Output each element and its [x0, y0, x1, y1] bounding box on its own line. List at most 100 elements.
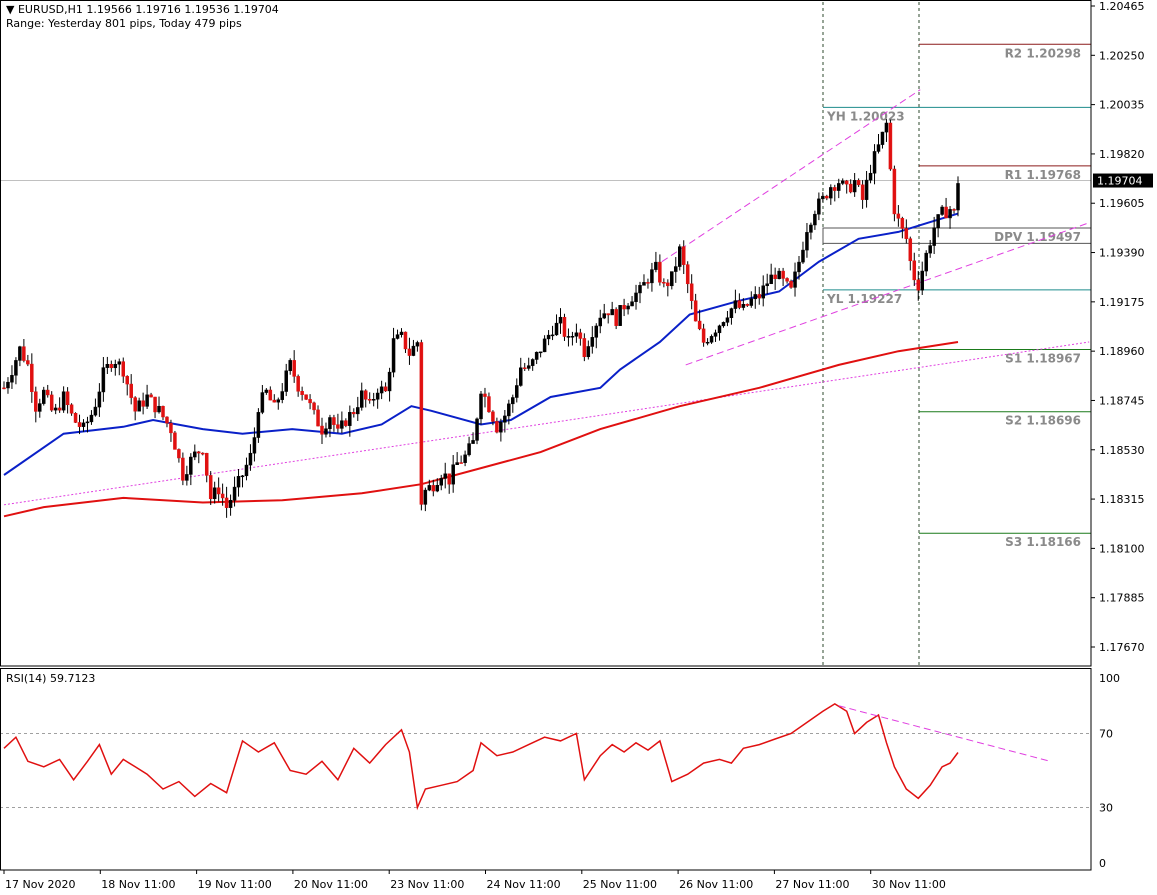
candle-body	[801, 249, 805, 263]
candle-body	[49, 394, 54, 411]
candle-body	[260, 392, 265, 413]
candle-body	[153, 396, 157, 413]
candle-body	[415, 342, 420, 347]
candle-body	[578, 332, 583, 339]
candle-body	[630, 301, 634, 307]
candle-body	[650, 269, 654, 284]
candle-body	[662, 281, 666, 284]
candle-body	[129, 383, 133, 398]
candle-body	[296, 376, 300, 392]
candle-body	[403, 331, 408, 350]
candle-body	[558, 316, 563, 324]
candle-body	[173, 432, 177, 450]
candle-body	[244, 464, 249, 477]
candle-body	[85, 421, 90, 424]
candle-body	[419, 342, 424, 505]
candle-body	[741, 303, 746, 308]
candle-body	[117, 361, 122, 365]
candle-body	[749, 298, 754, 306]
price-tick-label: 1.20465	[1099, 0, 1145, 13]
candle-body	[697, 320, 702, 330]
time-label: 17 Nov 2020	[5, 878, 75, 891]
candle-body	[491, 411, 495, 422]
candle-body	[618, 305, 622, 326]
candle-body	[197, 451, 201, 454]
candle-body	[813, 213, 817, 226]
candle-body	[45, 389, 50, 396]
price-tick-label: 1.19820	[1099, 148, 1145, 161]
rsi-pane[interactable]	[0, 703, 1091, 811]
candle-body	[177, 449, 181, 459]
channel-upper	[661, 89, 921, 263]
candle-body	[240, 475, 245, 478]
candle-body	[399, 331, 404, 335]
candle-body	[765, 283, 769, 287]
candle-body	[825, 195, 829, 199]
channel-lower	[685, 222, 1090, 366]
candle-body	[216, 487, 221, 495]
candle-body	[423, 489, 428, 505]
candle-body	[511, 397, 515, 405]
candle-body	[745, 303, 750, 306]
time-label: 30 Nov 11:00	[872, 878, 946, 891]
candle-body	[880, 131, 885, 145]
candle-body	[320, 425, 324, 435]
candle-body	[821, 195, 825, 200]
candle-body	[375, 392, 380, 400]
current-price-marker	[1093, 173, 1153, 188]
candle-body	[435, 485, 440, 492]
candle-body	[614, 309, 618, 326]
rsi-tick-label: 70	[1099, 728, 1113, 741]
candle-body	[622, 305, 626, 310]
candle-body	[860, 184, 865, 200]
candle-body	[379, 386, 384, 394]
rsi-tick-label: 100	[1099, 672, 1120, 685]
candle-body	[348, 412, 352, 426]
price-pane[interactable]: R2 1.20298 YH 1.20023 R1 1.19768 DPV 1.1949…	[0, 2, 1092, 666]
candle-body	[451, 464, 455, 485]
candle-body	[534, 351, 539, 360]
price-tick-label: 1.19175	[1099, 296, 1145, 309]
candle-body	[185, 474, 189, 481]
candle-body	[952, 209, 956, 211]
candle-body	[272, 399, 277, 403]
candle-body	[224, 497, 229, 508]
candle-body	[626, 305, 630, 310]
candle-body	[443, 473, 447, 479]
current-price-label: 1.19704	[1097, 175, 1143, 188]
candle-body	[483, 393, 487, 397]
candle-body	[236, 476, 241, 488]
candle-body	[471, 440, 475, 444]
price-tick-label: 1.17885	[1099, 592, 1145, 605]
candle-body	[499, 422, 503, 433]
candle-body	[721, 322, 726, 327]
candle-body	[709, 336, 714, 343]
rsi-label: RSI(14) 59.7123	[6, 672, 96, 685]
candle-body	[526, 365, 531, 369]
candle-body	[912, 260, 917, 281]
candle-body	[145, 394, 149, 407]
rsi-tick-label: 30	[1099, 802, 1113, 815]
candle-body	[761, 285, 765, 299]
candle-body	[940, 206, 944, 215]
price-tick-label: 1.18530	[1099, 444, 1145, 457]
candle-body	[228, 499, 233, 508]
candle-body	[833, 187, 837, 191]
pivot-level-label: YH 1.20023	[826, 109, 905, 123]
candle-body	[391, 338, 396, 373]
price-tick-label: 1.19390	[1099, 247, 1145, 260]
candle-body	[97, 391, 102, 408]
candle-body	[109, 364, 114, 369]
candle-body	[38, 403, 42, 412]
candle-body	[900, 218, 905, 229]
candle-body	[868, 172, 873, 181]
candle-body	[113, 363, 118, 369]
candle-body	[495, 421, 499, 433]
candle-body	[280, 391, 284, 400]
candle-body	[642, 282, 646, 286]
candle-body	[57, 407, 62, 411]
candle-body	[53, 407, 58, 411]
price-frame	[0, 0, 1092, 667]
